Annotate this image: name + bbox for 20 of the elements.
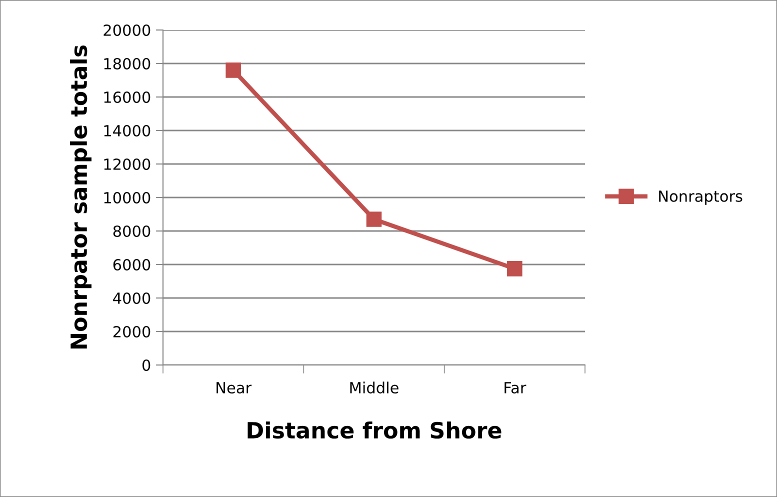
point	[507, 261, 522, 276]
y-tick-label: 18000	[104, 58, 150, 70]
y-tick-label: 12000	[104, 158, 150, 170]
y-tick-label: 10000	[104, 192, 150, 204]
y-tick-label: 14000	[104, 124, 150, 137]
x-tick-label: Far	[504, 382, 526, 394]
y-axis-title: Nonrpator sample totals	[70, 45, 92, 349]
y-tick-label: 8000	[113, 225, 150, 238]
x-tick-label: Middle	[350, 382, 398, 394]
y-tick-label: 6000	[113, 258, 150, 271]
y-tick-label: 16000	[104, 91, 150, 104]
y-tick-label: 2000	[113, 326, 150, 338]
x-tick-label: Near	[216, 382, 252, 394]
y-tick-label: 20000	[104, 24, 150, 36]
y-tick-label: 0	[142, 359, 150, 372]
y-tick-label: 4000	[113, 292, 150, 304]
x-axis-title: Distance from Shore	[248, 421, 502, 439]
legend-label: Nonraptors	[659, 190, 742, 205]
point	[226, 62, 241, 78]
point	[366, 212, 382, 227]
